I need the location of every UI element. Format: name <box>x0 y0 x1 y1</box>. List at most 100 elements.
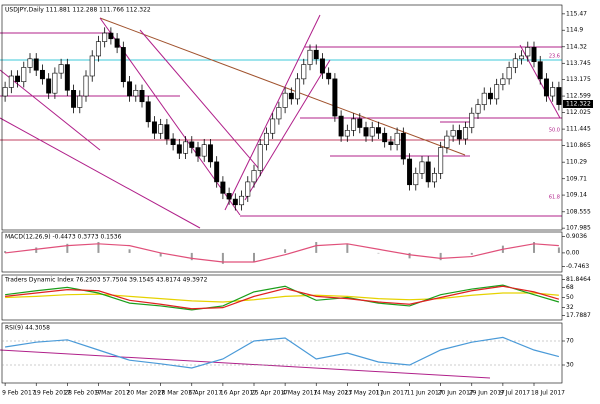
candle-body <box>33 58 39 71</box>
candle-body <box>357 118 363 128</box>
candle-body <box>431 173 437 183</box>
trend-line <box>224 14 321 211</box>
candle-body <box>127 81 133 97</box>
histogram-bar <box>4 251 7 253</box>
candle-body <box>288 92 294 100</box>
y-tick-label: 108.555 <box>566 208 591 215</box>
candle-body <box>450 130 456 137</box>
candle-body <box>307 49 313 65</box>
x-tick-label: 20 Jun 2017 <box>438 390 474 397</box>
candle-body <box>425 161 431 183</box>
candle-body <box>332 78 338 117</box>
candle-body <box>207 144 213 163</box>
candle-body <box>407 158 413 186</box>
candle-body <box>550 87 556 97</box>
candle-body <box>251 170 257 183</box>
x-tick-label: 29 Jun 2017 <box>469 390 505 397</box>
candle-body <box>326 72 332 80</box>
candle-body <box>475 104 481 114</box>
candle-body <box>506 67 512 80</box>
candle-body <box>52 72 58 94</box>
y-tick-label: -0.7463 <box>566 263 589 270</box>
candle-body <box>120 47 126 83</box>
candle-body <box>276 107 282 120</box>
x-tick-label: 18 Jul 2017 <box>531 390 565 397</box>
candle-body <box>270 118 276 134</box>
x-tick-label: 9 Mar 2017 <box>95 390 129 397</box>
candle-body <box>77 95 83 108</box>
y-tick-label: 109.14 <box>566 192 587 199</box>
indicator-line <box>5 284 560 311</box>
histogram-bar <box>253 252 255 262</box>
candle-body <box>226 193 232 200</box>
candle-body <box>519 55 525 60</box>
trend-line <box>0 69 101 151</box>
candle-body <box>319 58 325 74</box>
candle-body <box>481 92 487 105</box>
fib-label: 61.8 <box>549 194 560 200</box>
histogram-bar <box>128 249 131 253</box>
trend-line <box>244 59 331 201</box>
candle-body <box>214 161 220 183</box>
candle-body <box>239 195 245 206</box>
candle-body <box>469 112 475 128</box>
y-tick-label: 111.445 <box>566 126 591 133</box>
candle-body <box>456 130 462 140</box>
candle-body <box>257 144 263 171</box>
x-tick-label: 25 Apr 2017 <box>251 390 288 397</box>
candle-body <box>556 87 562 105</box>
candle-body <box>500 78 506 85</box>
panel-title: Traders Dynamic Index 76.2503 57.7504 39… <box>4 277 208 284</box>
x-tick-label: 6 Apr 2017 <box>189 390 222 397</box>
candle-body <box>183 141 189 154</box>
histogram-bar <box>346 243 349 253</box>
candle-body <box>363 127 369 137</box>
candle-body <box>344 130 350 137</box>
indicator-line <box>5 243 559 263</box>
price-label: 112.322 <box>566 100 591 107</box>
candle-body <box>388 141 394 145</box>
y-tick-label: 112.025 <box>566 109 591 116</box>
x-tick-label: 9 Feb 2017 <box>2 390 36 397</box>
candle-body <box>139 90 145 103</box>
trend-line <box>0 117 201 229</box>
x-tick-label: 16 Apr 2017 <box>220 390 257 397</box>
candle-body <box>525 47 531 57</box>
x-tick-label: 14 May 2017 <box>313 390 352 397</box>
candle-body <box>83 75 89 97</box>
x-tick-label: 28 Mar 2017 <box>158 390 196 397</box>
candle-body <box>133 90 139 97</box>
histogram-bar <box>377 252 380 254</box>
candle-body <box>543 78 549 97</box>
panel-frame <box>1 322 563 384</box>
histogram-bar <box>221 252 224 264</box>
candle-body <box>95 41 101 57</box>
histogram-bar <box>557 247 560 253</box>
y-tick-label: 113.175 <box>566 76 591 83</box>
candle-body <box>58 64 64 74</box>
x-tick-label: 4 May 2017 <box>282 390 317 397</box>
candle-body <box>351 118 357 131</box>
candle-body <box>189 141 195 148</box>
candle-body <box>145 101 151 123</box>
candle-body <box>444 135 450 148</box>
candle-body <box>295 78 301 100</box>
y-tick-label: 81.8464 <box>566 276 591 283</box>
y-tick-label: 30 <box>566 362 574 369</box>
candle-body <box>232 198 238 206</box>
candle-body <box>108 32 114 40</box>
panel-frame <box>1 231 563 273</box>
candle-body <box>8 75 14 88</box>
histogram-bar <box>408 252 411 259</box>
candle-body <box>102 32 108 42</box>
indicator-line <box>5 336 560 369</box>
candle-body <box>27 58 33 68</box>
y-tick-label: 0.9036 <box>566 233 587 240</box>
histogram-bar <box>66 243 69 253</box>
x-tick-label: 19 Feb 2017 <box>33 390 71 397</box>
y-tick-label: 112.599 <box>566 93 591 100</box>
candle-body <box>176 144 182 154</box>
candle-body <box>39 69 45 80</box>
candle-body <box>394 132 400 145</box>
candle-body <box>537 61 543 80</box>
